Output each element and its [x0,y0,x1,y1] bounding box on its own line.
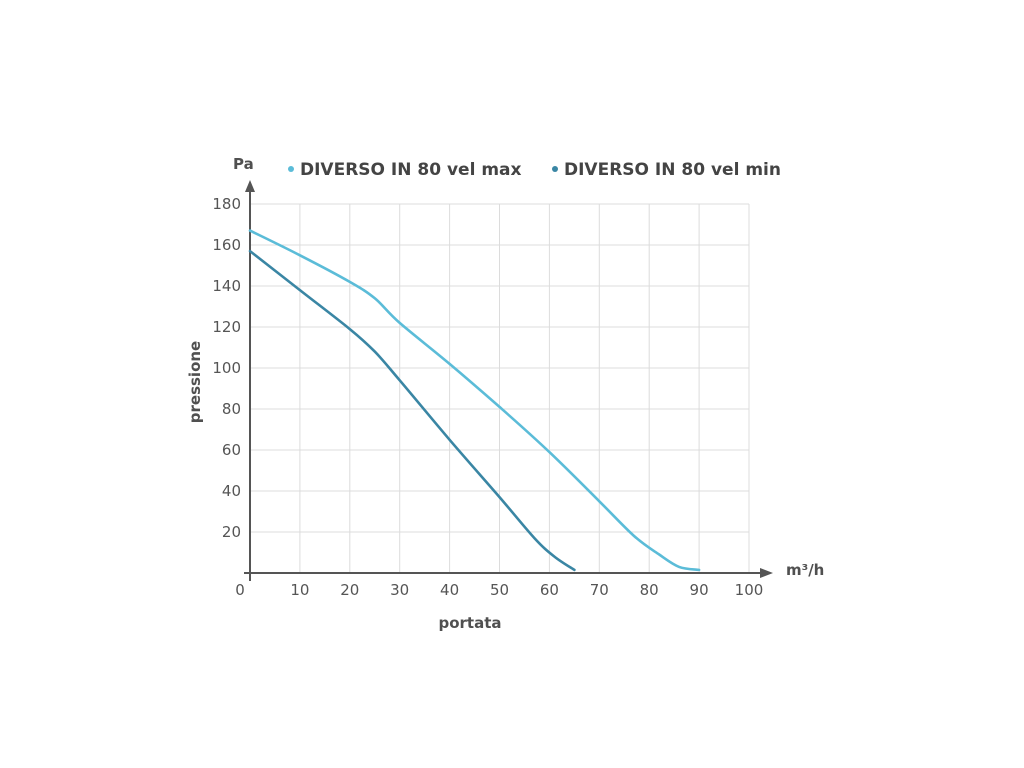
y-axis-title: pressione [186,341,204,423]
legend-label-min: DIVERSO IN 80 vel min [564,160,781,180]
x-tick-label: 80 [640,581,659,599]
x-tick-label: 60 [540,581,559,599]
y-tick-label: 120 [212,318,241,336]
chart-axes [244,180,773,581]
x-unit-label: m³/h [786,561,824,579]
x-tick-label: 70 [590,581,609,599]
y-tick-label: 140 [212,277,241,295]
legend-marker-max [288,166,294,172]
x-tick-label: 20 [340,581,359,599]
y-tick-label: 100 [212,359,241,377]
x-tick-label: 40 [440,581,459,599]
chart-grid [250,203,750,573]
x-tick-label: 50 [490,581,509,599]
series-line-vel-min [248,249,576,572]
x-axis-title: portata [438,614,501,632]
chart-legend: DIVERSO IN 80 vel max DIVERSO IN 80 vel … [288,160,781,180]
x-axis-arrow [760,568,773,578]
series-line-vel-max [248,229,701,572]
y-unit-label: Pa [233,155,254,173]
x-tick-label: 0 [235,581,245,599]
y-tick-label: 80 [222,400,241,418]
y-tick-label: 20 [222,523,241,541]
x-tick-label: 30 [390,581,409,599]
y-axis-arrow [245,180,255,192]
x-tick-label: 90 [690,581,709,599]
y-tick-label: 180 [212,195,241,213]
legend-marker-min [552,166,558,172]
x-tick-label: 100 [735,581,764,599]
x-tick-label: 10 [290,581,309,599]
chart-series [248,229,701,572]
y-tick-label: 60 [222,441,241,459]
y-tick-label: 160 [212,236,241,254]
chart-tick-labels: 0 10 20 30 40 50 60 70 80 90 100 20 40 60 80 100 120 140 1… [212,195,763,599]
legend-label-max: DIVERSO IN 80 vel max [300,160,521,180]
y-tick-label: 40 [222,482,241,500]
